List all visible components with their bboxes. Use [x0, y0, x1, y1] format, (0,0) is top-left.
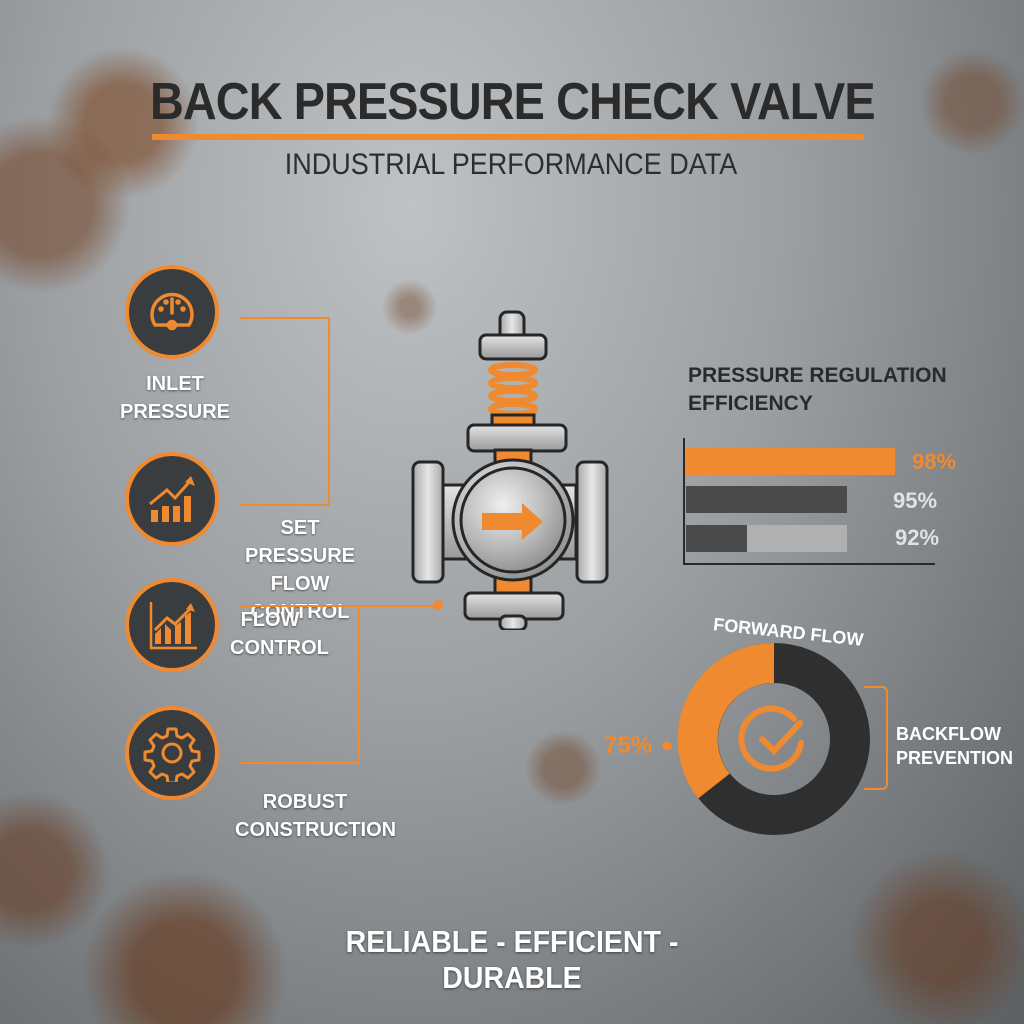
set-pressure-label: SET PRESSURE FLOW CONTROL [244, 517, 356, 623]
page-title: BACK PRESSURE CHECK VALVE [150, 73, 876, 131]
page-subtitle: INDUSTRIAL PERFORMANCE DATA [284, 148, 738, 181]
efficiency-chart-title: PRESSURE REGULATION EFFICIENCY [688, 364, 947, 415]
bar-value: 98% [912, 449, 957, 474]
inlet-pressure-label: INLET PRESSURE [119, 373, 231, 423]
robust-construction-label: ROBUST CONSTRUCTION [235, 791, 397, 841]
gauge-icon [150, 292, 194, 331]
check-circle-icon [738, 705, 804, 772]
inlet-pressure-badge [125, 265, 219, 359]
right-arrow-icon [482, 503, 543, 540]
connector-line [240, 317, 330, 506]
bar-92-light [747, 525, 847, 552]
connector-line [358, 605, 438, 607]
chart-y-axis [683, 438, 685, 564]
connector-line [240, 605, 360, 764]
bar-98 [686, 448, 895, 475]
bar-chart-growth-icon [149, 476, 195, 522]
connector-dot [433, 600, 443, 610]
bar-92-dark [686, 525, 747, 552]
flow-control-label: FLOW CONTROL [230, 609, 329, 659]
bar-value: 92% [895, 525, 940, 550]
pointer-dot [662, 742, 672, 750]
forward-flow-value: 75% [604, 732, 653, 759]
flow-donut-chart [677, 642, 870, 835]
robust-construction-badge [125, 706, 219, 800]
tagline: RELIABLE - EFFICIENT - DURABLE [345, 924, 679, 995]
bracket-line [864, 686, 888, 790]
line-chart-growth-icon [149, 602, 197, 650]
gear-icon [143, 727, 201, 782]
chart-x-axis [683, 563, 935, 565]
backflow-prevention-label: BACKFLOW PREVENTION [896, 724, 1014, 768]
bar-95 [686, 486, 847, 513]
check-valve-icon [411, 310, 609, 630]
set-pressure-badge [125, 452, 219, 546]
title-divider [152, 134, 864, 140]
bar-value: 95% [893, 488, 938, 513]
flow-control-badge [125, 578, 219, 672]
